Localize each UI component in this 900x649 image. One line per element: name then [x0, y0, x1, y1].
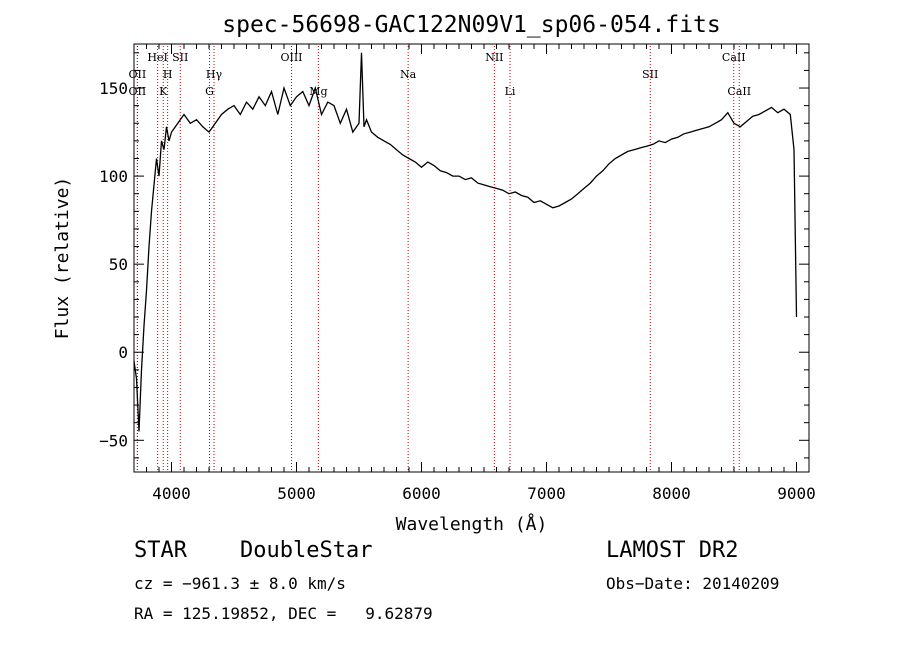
x-tick-label: 5000: [277, 484, 316, 503]
line-marker-label: G: [205, 85, 214, 98]
line-marker-label: CaII: [727, 85, 751, 98]
x-tick-label: 4000: [152, 484, 191, 503]
y-tick-label: 100: [99, 167, 128, 186]
coordinates-text: RA = 125.19852, DEC = 9.62879: [134, 604, 433, 623]
object-subclass: DoubleStar: [240, 538, 373, 563]
line-marker-label: Mg: [309, 85, 327, 98]
redshift-text: cz = −961.3 ± 8.0 km/s: [134, 574, 346, 593]
line-marker-label: SII: [172, 51, 188, 64]
line-marker-label: H: [163, 68, 173, 81]
y-tick-label: −50: [99, 431, 128, 450]
x-axis-label: Wavelength (Å): [396, 513, 548, 535]
y-axis-label: Flux (relative): [52, 177, 73, 340]
x-tick-label: 9000: [777, 484, 816, 503]
y-tick-label: 50: [109, 255, 128, 274]
chart-title: spec-56698-GAC122N09V1_sp06-054.fits: [222, 12, 721, 38]
line-marker-label: Na: [400, 68, 417, 81]
y-tick-label: 0: [118, 343, 128, 362]
survey-label: LAMOST DR2: [606, 538, 739, 563]
line-marker-label: SII: [642, 68, 658, 81]
object-class: STAR: [134, 538, 187, 563]
line-marker-label: K: [159, 85, 168, 98]
line-marker-label: Li: [505, 85, 516, 98]
spectrum-line: [133, 52, 798, 432]
line-marker-label: OIII: [280, 51, 302, 64]
line-marker-label: CaII: [722, 51, 746, 64]
line-marker-label: Hγ: [206, 68, 223, 81]
obs-date-text: Obs−Date: 20140209: [606, 574, 780, 593]
y-tick-label: 150: [99, 79, 128, 98]
line-marker-label: OII: [129, 68, 147, 81]
line-marker-label: OII: [129, 85, 147, 98]
line-marker-label: HeI: [147, 51, 167, 64]
x-tick-label: 8000: [652, 484, 691, 503]
x-tick-label: 7000: [527, 484, 566, 503]
line-marker-label: NII: [485, 51, 503, 64]
x-tick-label: 6000: [402, 484, 441, 503]
